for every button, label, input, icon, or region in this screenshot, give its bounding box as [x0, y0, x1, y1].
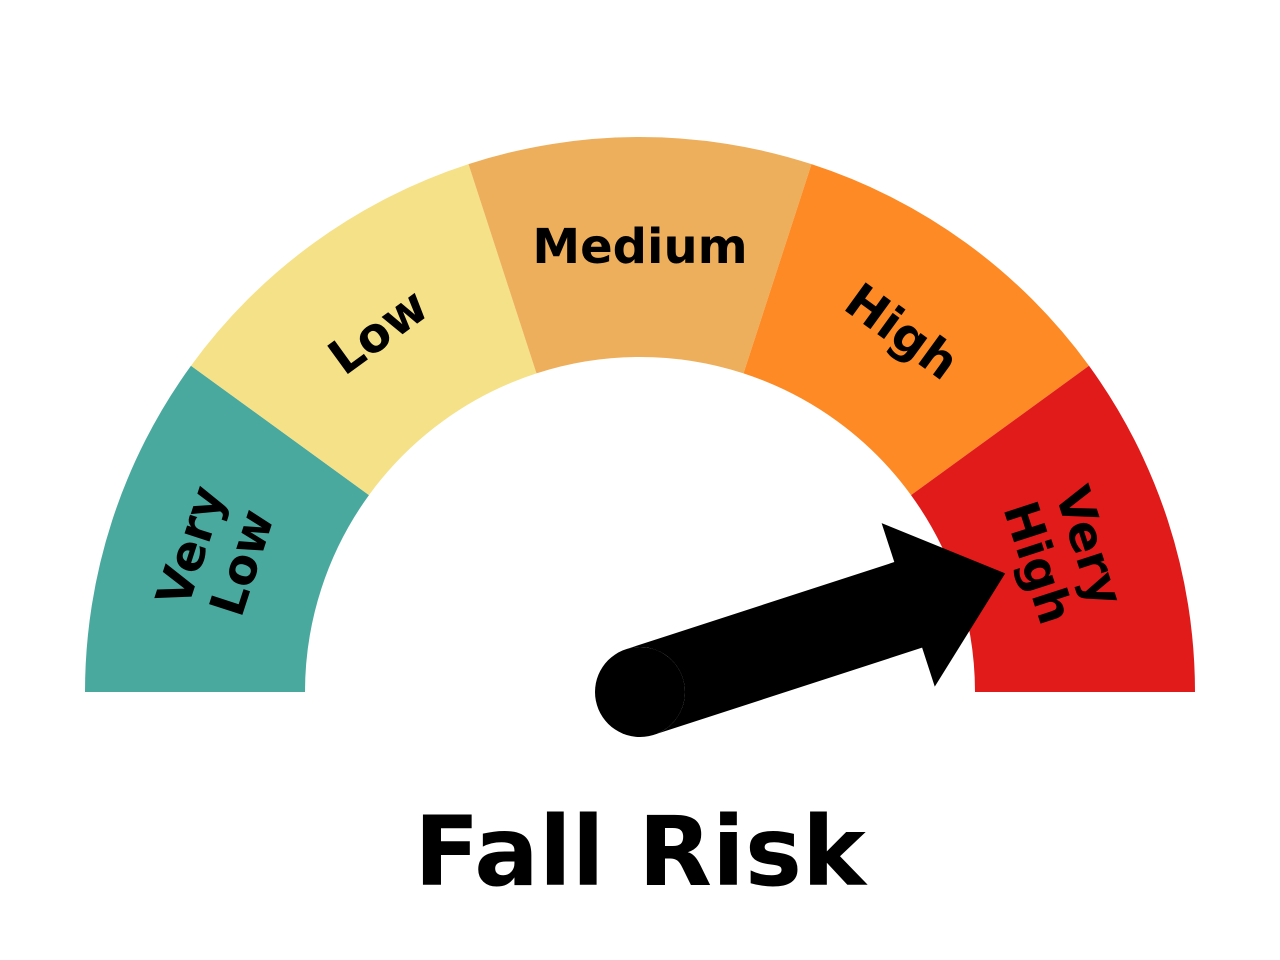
needle-hub	[595, 647, 685, 737]
gauge-segment-high	[743, 164, 1090, 496]
needle-arrow	[626, 523, 1006, 735]
gauge-needle	[595, 523, 1006, 737]
gauge-segment-low	[190, 164, 537, 496]
gauge-segment-very-low	[85, 365, 369, 692]
gauge-title: Fall Risk	[414, 796, 868, 908]
gauge-segments	[85, 137, 1195, 692]
gauge-segment-medium	[468, 137, 812, 374]
gauge-label-medium: Medium	[532, 219, 747, 275]
